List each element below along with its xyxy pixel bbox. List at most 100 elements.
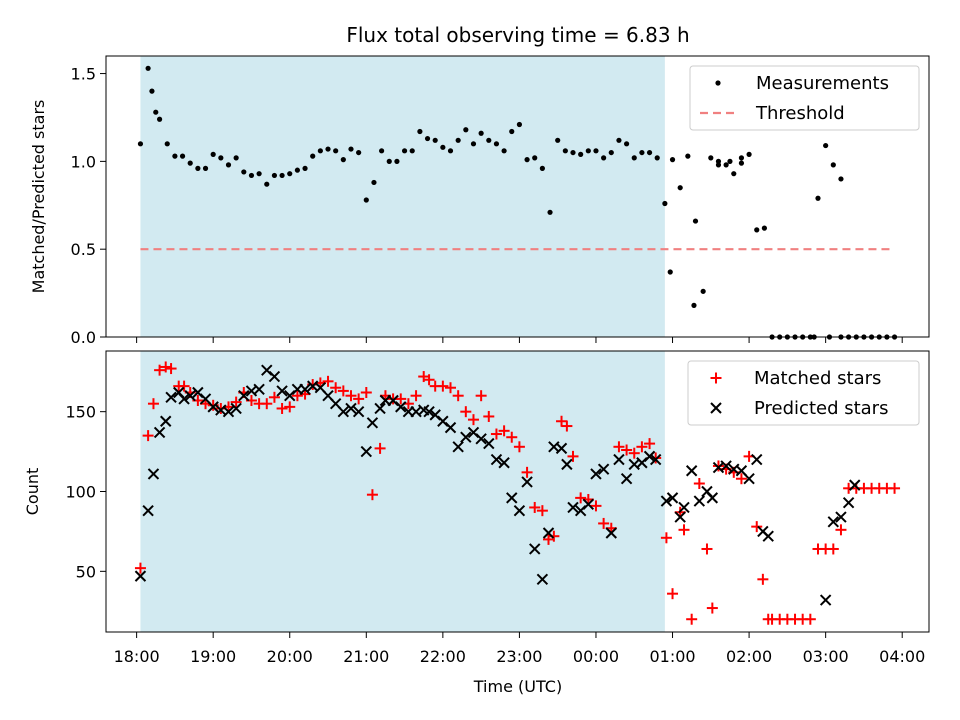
x-tick-label: 02:00: [726, 647, 772, 666]
matched-star-point: [757, 573, 769, 585]
predicted-star-point-b: [178, 393, 190, 405]
predicted-star-point-b: [529, 543, 541, 555]
matched-star-point: [686, 613, 698, 625]
predicted-star-point-b: [513, 504, 526, 517]
x-tick-label: 21:00: [343, 647, 389, 666]
matched-star-point: [598, 517, 610, 529]
measurement-point: [356, 149, 362, 156]
matched-star-point: [548, 530, 560, 542]
measurement-point: [379, 148, 385, 154]
predicted-star-point: [751, 453, 763, 466]
measurement-point: [547, 209, 553, 215]
predicted-star-point: [374, 402, 386, 415]
legend-swatch-b: [710, 402, 722, 414]
predicted-star-point: [827, 516, 840, 528]
observing-window-band: [140, 351, 665, 632]
matched-star-point: [678, 524, 690, 536]
predicted-star-point-b: [590, 468, 602, 480]
matched-star-point: [147, 398, 159, 410]
matched-star-point: [345, 390, 357, 402]
predicted-star-point: [620, 473, 633, 485]
y-tick-label: 50: [76, 562, 96, 581]
measurement-point: [646, 149, 653, 156]
measurement-point: [662, 200, 668, 207]
y-tick-label: 1.5: [71, 65, 96, 84]
matched-star-point: [561, 420, 573, 432]
predicted-star-point-b: [238, 389, 250, 402]
matched-star-point: [556, 415, 568, 427]
observing-window-band: [140, 56, 665, 337]
matched-star-point: [644, 438, 656, 450]
measurement-point: [731, 171, 737, 177]
measurement-point: [455, 137, 461, 143]
matched-star-point: [529, 501, 541, 513]
predicted-star-point: [582, 498, 595, 510]
measurement-point: [478, 130, 484, 136]
measurement-point: [524, 157, 530, 163]
x-tick-label: 19:00: [190, 647, 236, 666]
x-tick-label: 22:00: [420, 647, 466, 666]
predicted-star-point-b: [460, 431, 472, 443]
predicted-star-point-b: [199, 393, 212, 405]
predicted-star-point: [597, 463, 610, 475]
measurement-point: [333, 148, 339, 154]
measurement-point: [838, 176, 844, 182]
measurement-point: [532, 155, 538, 161]
measurement-point: [241, 169, 247, 175]
predicted-star-point-b: [410, 405, 422, 418]
matched-star-point: [575, 492, 587, 504]
predicted-star-point-b: [701, 485, 713, 498]
measurement-point: [424, 135, 431, 142]
predicted-star-point-b: [276, 385, 288, 397]
matched-star-point: [142, 430, 154, 442]
predicted-star-point-b: [819, 594, 832, 606]
predicted-star-point: [660, 495, 673, 507]
measurement-point: [386, 158, 392, 164]
predicted-star-point-b: [345, 402, 357, 415]
matched-star-point: [322, 375, 334, 387]
predicted-star-point-b: [628, 458, 640, 471]
predicted-star-point: [819, 594, 832, 606]
predicted-star-point: [268, 370, 281, 383]
predicted-star-point-b: [366, 417, 379, 429]
predicted-star-point: [643, 450, 656, 463]
predicted-star-point-b: [230, 402, 242, 415]
observing-window-shade-bottom: [140, 351, 665, 632]
predicted-star-point-b: [395, 401, 407, 413]
measurement-point: [654, 155, 660, 161]
predicted-star-point: [147, 468, 160, 480]
matched-star-point: [337, 385, 349, 397]
predicted-star-point-b: [253, 383, 265, 396]
matched-star-point: [590, 500, 602, 512]
matched-star-point: [613, 441, 625, 453]
matched-star-point: [835, 524, 847, 536]
measurement-point: [493, 141, 500, 147]
predicted-star-point: [253, 383, 265, 396]
predicted-star-point-b: [165, 391, 177, 404]
matched-star-point: [804, 613, 816, 625]
matched-star-point: [452, 390, 464, 402]
matched-star-point: [521, 466, 533, 478]
matched-star-point: [154, 364, 166, 376]
measurement-point: [317, 148, 323, 154]
measurement-point: [746, 151, 752, 157]
predicted-star-point-b: [613, 453, 625, 466]
predicted-star-point: [649, 453, 662, 466]
measurement-point: [149, 88, 155, 94]
predicted-star-point-b: [649, 453, 662, 466]
matched-star-point: [261, 398, 273, 410]
matched-star-point: [410, 390, 422, 402]
x-tick-label: 03:00: [803, 647, 849, 666]
matched-star-point: [366, 489, 378, 501]
predicted-star-point-b: [762, 530, 774, 542]
matched-star-point: [567, 450, 579, 462]
y-tick-label: 100: [65, 483, 96, 502]
measurement-point: [723, 162, 729, 168]
predicted-star-point-b: [423, 405, 435, 418]
predicted-star-point: [590, 468, 602, 480]
predicted-star-point-b: [452, 441, 464, 453]
measurement-point: [210, 151, 216, 157]
measurement-point: [164, 141, 170, 147]
predicted-star-point-b: [674, 511, 686, 523]
